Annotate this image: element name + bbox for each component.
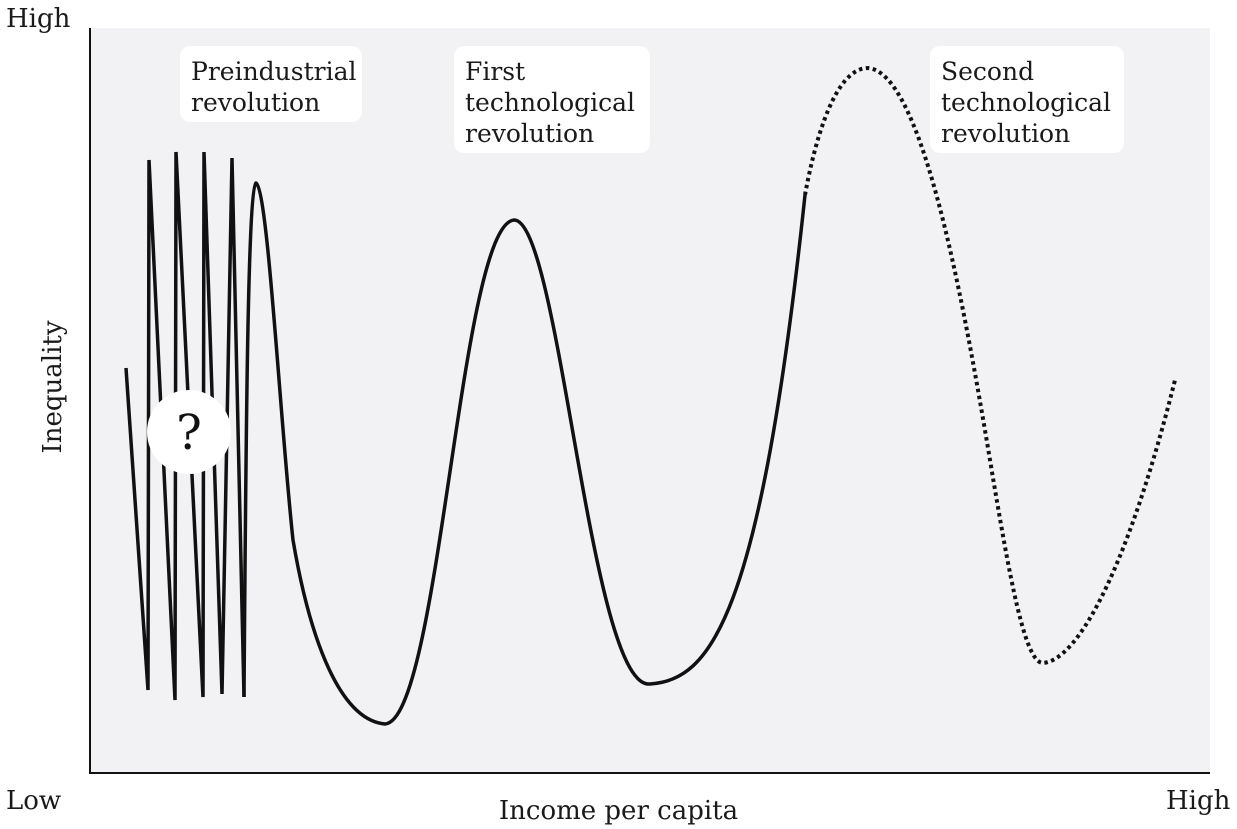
y-axis	[89, 28, 91, 774]
era-label-line: technological	[941, 88, 1112, 117]
era-label-line: revolution	[465, 119, 595, 148]
era-label-line: technological	[465, 88, 636, 117]
era-label-line: Preindustrial	[191, 57, 357, 86]
projected-inequality-curve	[803, 65, 1177, 666]
solid-inequality-curve	[242, 181, 807, 726]
era-label-line: Second	[941, 57, 1035, 86]
uncertainty-circle	[147, 390, 231, 474]
era-label-line: revolution	[191, 88, 321, 117]
era-label-preindustrial: Preindustrial revolution	[180, 46, 362, 122]
era-label-second-technological: Second technological revolution	[930, 46, 1124, 153]
x-axis-title: Income per capita	[498, 796, 739, 826]
x-axis	[89, 772, 1210, 774]
question-mark: ?	[176, 405, 202, 461]
x-axis-high-label: High	[1166, 786, 1231, 816]
era-label-line: First	[465, 57, 526, 86]
x-axis-low-label: Low	[6, 786, 62, 816]
y-axis-high-label: High	[6, 4, 71, 34]
era-label-first-technological: First technological revolution	[454, 46, 650, 153]
era-label-line: revolution	[941, 119, 1071, 148]
y-axis-title: Inequality	[38, 320, 68, 454]
